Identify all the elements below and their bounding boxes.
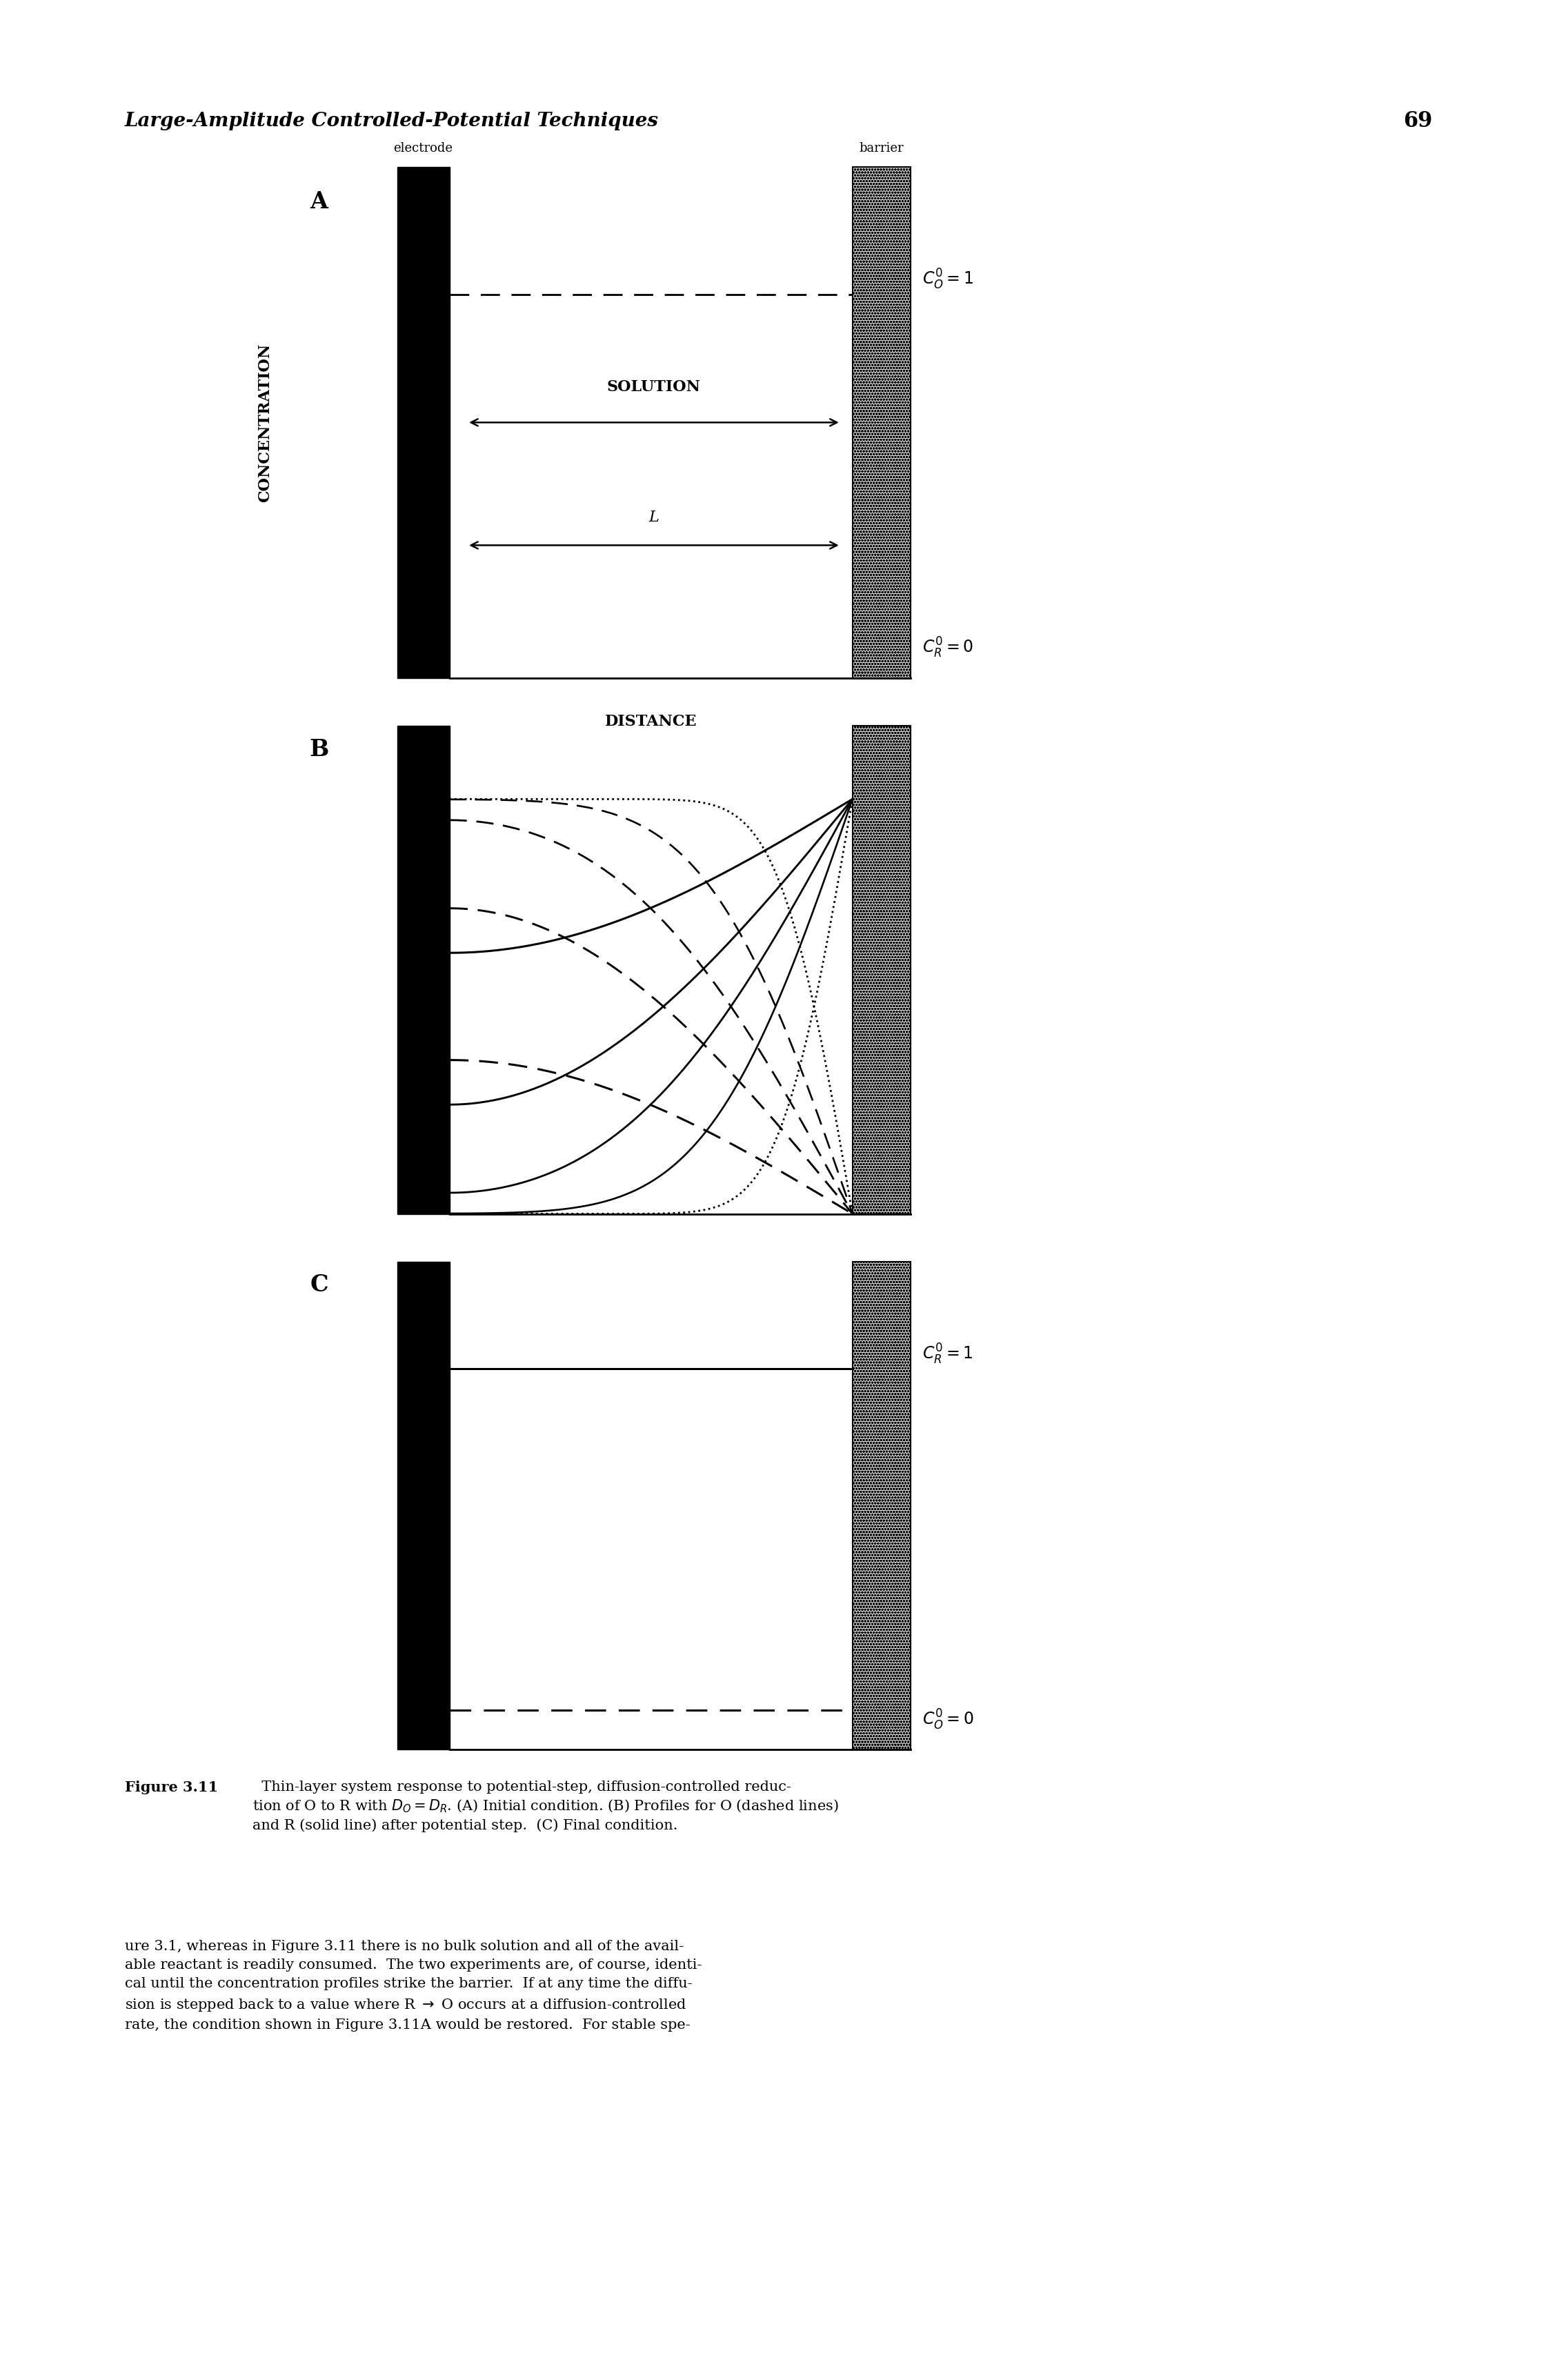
- Text: $C_R^0 = 0$: $C_R^0 = 0$: [922, 635, 973, 659]
- Text: $C_R^0 = 1$: $C_R^0 = 1$: [922, 1342, 973, 1366]
- Text: L: L: [649, 509, 659, 526]
- Text: Figure 3.11: Figure 3.11: [125, 1780, 218, 1795]
- Bar: [853, 167, 911, 678]
- Bar: [853, 726, 911, 1214]
- Text: B: B: [310, 738, 329, 762]
- Bar: [397, 1261, 450, 1749]
- Bar: [397, 726, 450, 1214]
- Text: SOLUTION: SOLUTION: [607, 378, 701, 395]
- Text: $C_O^0 = 1$: $C_O^0 = 1$: [922, 267, 973, 290]
- Bar: [853, 1261, 911, 1749]
- Text: ure 3.1, whereas in Figure 3.11 there is no bulk solution and all of the avail-
: ure 3.1, whereas in Figure 3.11 there is…: [125, 1940, 702, 2033]
- Text: electrode: electrode: [394, 143, 453, 155]
- Text: DISTANCE: DISTANCE: [606, 714, 698, 728]
- Bar: [853, 726, 911, 1214]
- Text: 69: 69: [1403, 112, 1432, 131]
- Text: barrier: barrier: [859, 143, 905, 155]
- Text: Large-Amplitude Controlled-Potential Techniques: Large-Amplitude Controlled-Potential Tec…: [125, 112, 659, 131]
- Bar: [853, 167, 911, 678]
- Bar: [397, 167, 450, 678]
- Text: CONCENTRATION: CONCENTRATION: [257, 343, 272, 502]
- Text: Thin-layer system response to potential-step, diffusion-controlled reduc-
tion o: Thin-layer system response to potential-…: [252, 1780, 839, 1833]
- Text: A: A: [310, 190, 329, 214]
- Text: C: C: [310, 1273, 329, 1297]
- Bar: [853, 1261, 911, 1749]
- Text: $C_O^0 = 0$: $C_O^0 = 0$: [922, 1709, 975, 1733]
